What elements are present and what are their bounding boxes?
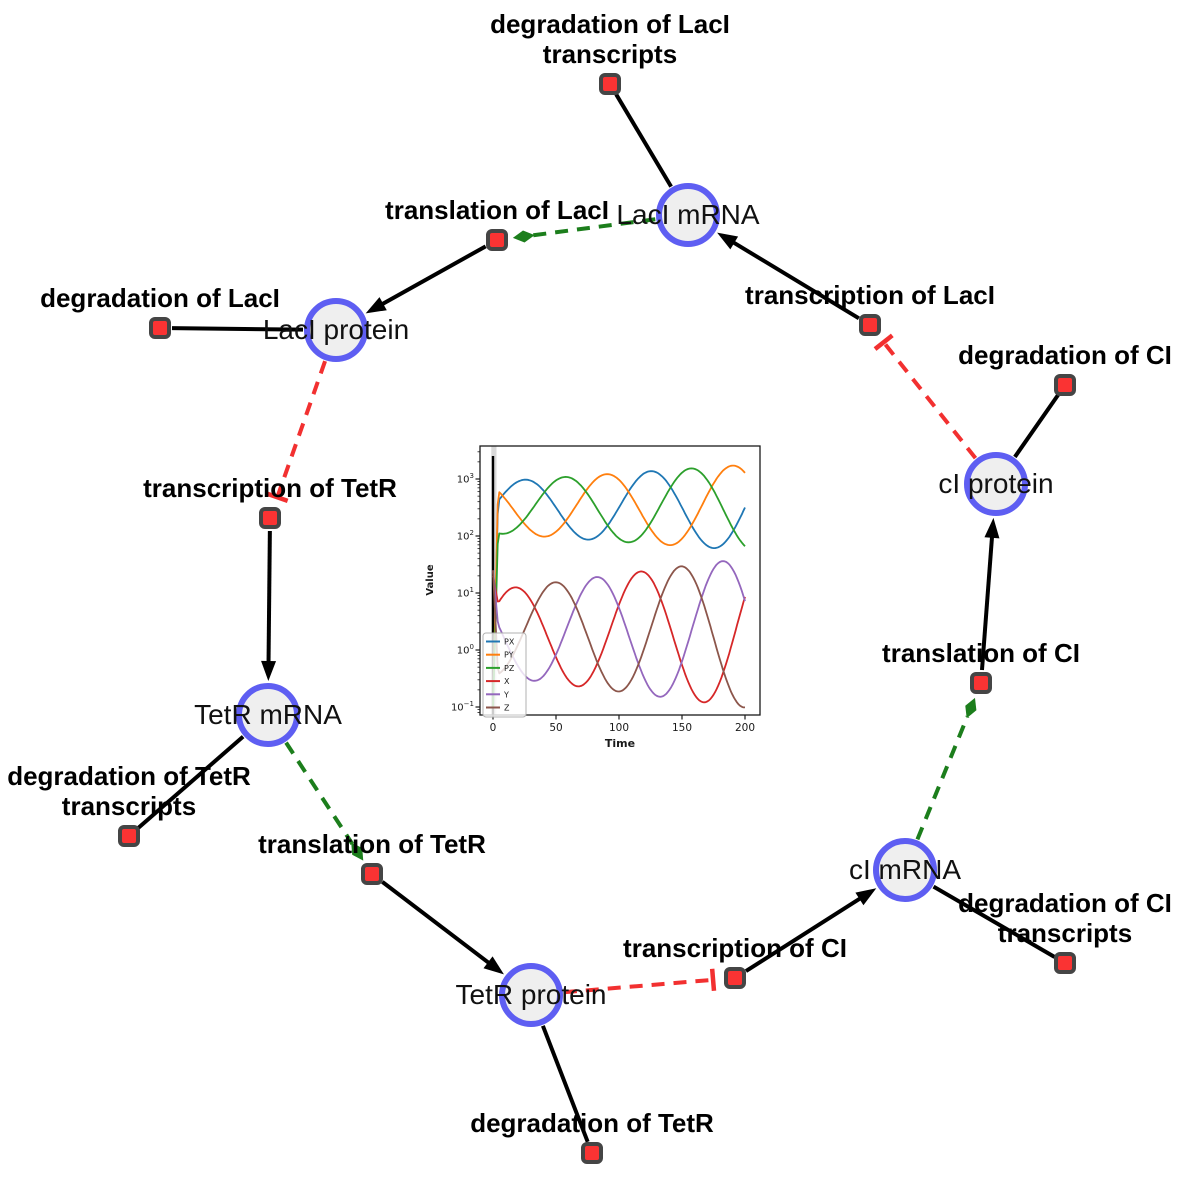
reaction-node-deg_ci_tx <box>1054 952 1076 974</box>
reaction-label-transl_ci: translation of CI <box>882 638 1080 668</box>
reaction-node-transl_tetr <box>361 863 383 885</box>
reaction-label-deg_laci: degradation of LacI <box>40 283 280 313</box>
legend-label-PY: PY <box>504 651 514 660</box>
reaction-label-transl_tetr: translation of TetR <box>258 829 486 859</box>
edge-transl_tetr-tetr_protein <box>381 880 495 968</box>
edge-ci_mrna-transl_ci-diamond-icon <box>965 697 977 719</box>
edge-tetr_mrna-transl_tetr-diamond-icon <box>351 842 364 861</box>
edge-transl_ci-ci_protein-arrowhead-icon <box>984 517 1000 539</box>
x-tick-label: 50 <box>549 722 562 734</box>
legend-label-PZ: PZ <box>504 664 515 673</box>
series-PX <box>492 470 746 708</box>
y-axis-label: Value <box>425 564 436 595</box>
species-node-laci_mrna <box>656 183 720 247</box>
legend-label-X: X <box>504 677 510 686</box>
edge-transc_ci-ci_mrna <box>744 894 866 973</box>
edge-tetr_mrna-transl_tetr <box>284 741 354 845</box>
edge-transc_tetr-tetr_mrna <box>266 530 272 668</box>
species-node-tetr_protein <box>499 963 563 1027</box>
species-node-ci_mrna <box>873 838 937 902</box>
legend-label-Z: Z <box>504 704 510 713</box>
edge-tetr_protein-transc_ci <box>563 977 714 995</box>
edge-laci_protein-transc_tetr-tee-icon <box>266 491 289 504</box>
edge-tetr_mrna-deg_tetr_tx <box>136 735 245 830</box>
series-PZ <box>492 467 746 708</box>
edge-transl_laci-laci_protein-arrowhead-icon <box>365 297 387 314</box>
x-tick-label: 150 <box>672 722 692 734</box>
series-X <box>492 570 746 704</box>
species-label-ci_protein: cI protein <box>938 468 1054 499</box>
timecourse-chart: 10−1 100 101 102 103 0 50 100 150 200 Time Value PX P… <box>420 428 800 778</box>
y-tick-label: 101 <box>457 586 474 600</box>
edge-tetr_protein-transc_ci-tee-icon <box>709 968 717 991</box>
reaction-label-transc_laci: transcription of LacI <box>745 280 995 310</box>
y-tick-label: 10−1 <box>451 700 474 714</box>
edge-ci_mrna-deg_ci_tx <box>932 884 1056 959</box>
series-Z <box>492 565 745 709</box>
edge-ci_mrna-transl_ci <box>915 715 970 841</box>
edge-ci_protein-transc_laci-tee-icon <box>873 333 894 351</box>
legend-label-PX: PX <box>504 638 515 647</box>
edge-laci_mrna-transl_laci-diamond-icon <box>512 230 535 243</box>
edge-laci_protein-transc_tetr <box>275 360 327 498</box>
reaction-node-transc_ci <box>724 967 746 989</box>
reaction-node-deg_tetr_tx <box>118 825 140 847</box>
legend-label-Y: Y <box>503 690 509 699</box>
x-tick-label: 200 <box>735 722 755 734</box>
edge-transl_tetr-tetr_protein-arrowhead-icon <box>483 956 504 975</box>
reaction-node-transc_tetr <box>259 507 281 529</box>
species-node-laci_protein <box>304 298 368 362</box>
chart-svg: 10−1 100 101 102 103 0 50 100 150 200 Time Value PX P… <box>425 445 761 750</box>
reaction-node-transc_laci <box>859 314 881 336</box>
species-node-ci_protein <box>964 452 1028 516</box>
species-label-laci_protein: LacI protein <box>262 314 410 345</box>
series-Y <box>492 560 746 698</box>
species-label-tetr_mrna: TetR mRNA <box>194 699 342 730</box>
series-PY <box>492 464 746 708</box>
edge-transc_tetr-tetr_mrna-arrowhead-icon <box>261 660 277 682</box>
reaction-label-deg_ci: degradation of CI <box>958 340 1172 370</box>
x-tick-label: 0 <box>490 722 497 734</box>
reaction-label-transc_ci: transcription of CI <box>623 933 847 963</box>
y-tick-label: 103 <box>457 472 474 486</box>
y-tick-label: 102 <box>457 529 474 543</box>
y-tick-label: 100 <box>457 643 474 657</box>
reaction-node-transl_ci <box>970 672 992 694</box>
edge-transl_laci-laci_protein <box>376 244 487 309</box>
reaction-label-deg_tetr_tx: degradation of TetR transcripts <box>7 761 251 821</box>
x-tick-label: 100 <box>609 722 629 734</box>
x-axis-label: Time <box>605 737 635 750</box>
species-label-tetr_protein: TetR protein <box>455 979 607 1010</box>
reaction-label-deg_laci_tx: degradation of LacI transcripts <box>490 9 730 69</box>
reaction-node-deg_ci <box>1054 374 1076 396</box>
species-label-laci_mrna: LacI mRNA <box>616 199 760 230</box>
reaction-label-deg_tetr: degradation of TetR <box>470 1108 714 1138</box>
reaction-label-transc_tetr: transcription of TetR <box>143 473 397 503</box>
edge-ci_protein-deg_ci <box>1013 393 1060 459</box>
reaction-label-deg_ci_tx: degradation of CI transcripts <box>958 888 1172 948</box>
edge-ci_protein-transc_laci <box>882 341 978 460</box>
reaction-node-transl_laci <box>486 229 508 251</box>
species-label-ci_mrna: cI mRNA <box>849 854 961 885</box>
reaction-node-deg_laci <box>149 317 171 339</box>
edge-transc_laci-laci_mrna <box>728 238 860 320</box>
edge-transc_laci-laci_mrna-arrowhead-icon <box>717 232 739 250</box>
edge-laci_protein-deg_laci <box>171 326 304 332</box>
reaction-node-deg_laci_tx <box>599 73 621 95</box>
edge-transl_ci-ci_protein <box>979 531 995 671</box>
reaction-label-transl_laci: translation of LacI <box>385 195 609 225</box>
species-node-tetr_mrna <box>236 683 300 747</box>
edge-laci_mrna-deg_laci_tx <box>614 93 673 188</box>
edge-tetr_protein-deg_tetr <box>541 1025 590 1143</box>
reaction-node-deg_tetr <box>581 1142 603 1164</box>
edge-transc_ci-ci_mrna-arrowhead-icon <box>855 888 877 906</box>
